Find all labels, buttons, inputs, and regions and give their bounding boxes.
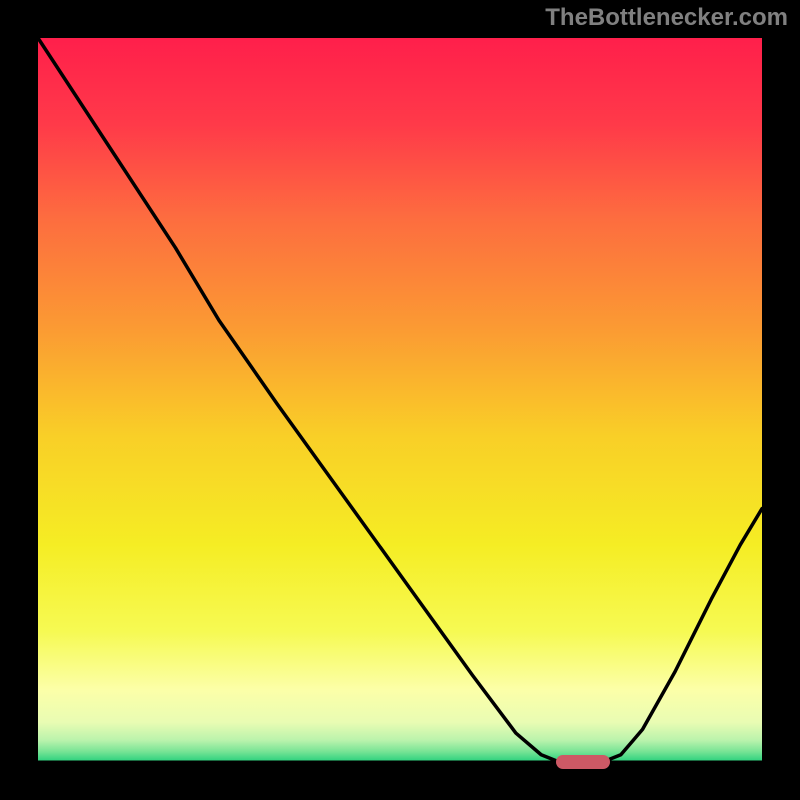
curve-layer (0, 0, 800, 800)
chart-container: TheBottlenecker.com (0, 0, 800, 800)
watermark-text: TheBottlenecker.com (545, 4, 788, 32)
bottleneck-curve (38, 38, 762, 762)
optimal-marker (556, 755, 610, 769)
